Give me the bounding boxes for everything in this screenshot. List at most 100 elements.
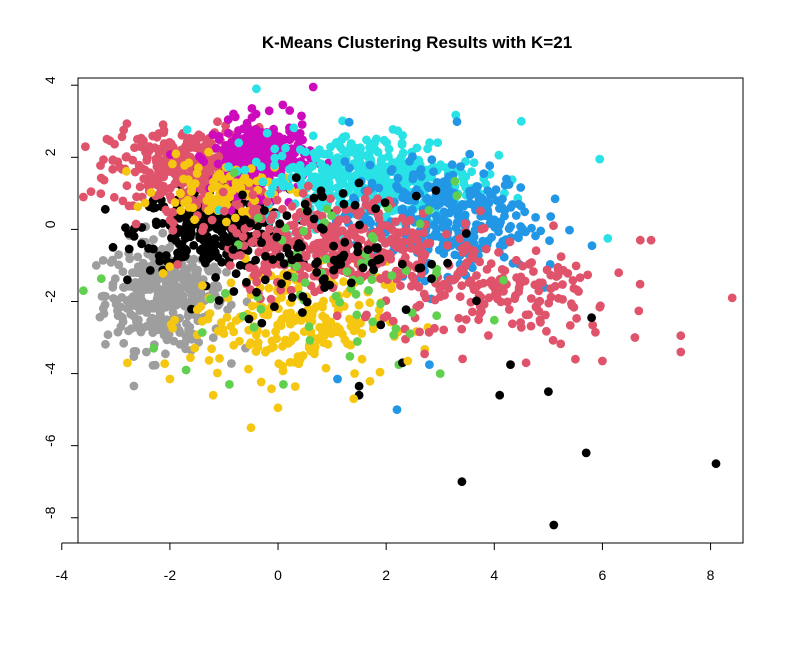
data-point: [369, 234, 379, 244]
data-point: [208, 333, 218, 343]
data-point: [267, 384, 276, 394]
x-tick-label: 4: [490, 567, 498, 583]
data-point: [216, 227, 226, 236]
data-point: [342, 215, 351, 225]
data-point: [472, 182, 481, 192]
data-point: [166, 139, 176, 149]
data-point: [405, 157, 414, 166]
y-tick-label: -8: [42, 506, 58, 519]
data-point: [409, 274, 418, 283]
data-point: [252, 84, 261, 94]
data-point: [158, 219, 168, 228]
data-point: [204, 147, 214, 157]
data-point: [148, 304, 158, 313]
data-point: [349, 326, 359, 336]
data-point: [350, 200, 360, 210]
data-point: [247, 301, 257, 311]
data-point: [212, 197, 222, 207]
data-point: [229, 287, 239, 296]
data-point: [304, 263, 314, 273]
data-point: [235, 260, 245, 270]
x-tick-label: -4: [56, 567, 69, 583]
data-point: [421, 293, 431, 303]
data-point: [292, 262, 301, 271]
data-point: [285, 106, 295, 115]
data-point: [139, 136, 148, 146]
data-point: [321, 363, 331, 373]
data-point: [252, 229, 261, 239]
data-point: [108, 279, 118, 289]
data-point: [443, 258, 452, 268]
data-point: [272, 232, 282, 242]
data-point: [289, 273, 299, 282]
data-point: [155, 256, 165, 266]
data-point: [526, 294, 536, 303]
chart-title: K-Means Clustering Results with K=21: [262, 33, 572, 52]
data-point: [165, 374, 175, 384]
data-point: [186, 228, 196, 238]
data-point: [273, 403, 283, 413]
data-point: [356, 207, 365, 217]
data-point: [391, 324, 401, 333]
data-point: [553, 262, 563, 272]
data-point: [361, 200, 371, 210]
data-point: [455, 234, 465, 244]
data-point: [499, 275, 508, 285]
data-point: [484, 331, 493, 340]
data-point: [531, 246, 541, 256]
data-point: [131, 347, 141, 356]
data-point: [142, 347, 151, 357]
data-point: [261, 251, 270, 261]
data-point: [263, 243, 273, 252]
data-point: [157, 304, 167, 313]
data-point: [260, 142, 269, 152]
data-point: [452, 191, 462, 201]
data-point: [122, 166, 131, 176]
data-point: [242, 277, 251, 287]
data-point: [469, 246, 479, 256]
data-point: [461, 315, 471, 324]
data-point: [118, 267, 128, 276]
y-tick-label: 4: [42, 76, 58, 84]
data-point: [197, 244, 207, 254]
data-point: [520, 276, 530, 286]
data-point: [208, 390, 218, 400]
data-point: [635, 279, 645, 289]
data-point: [346, 278, 356, 288]
data-point: [161, 349, 170, 359]
data-point: [556, 339, 566, 349]
data-point: [362, 135, 371, 145]
data-point: [374, 164, 384, 174]
data-point: [514, 287, 524, 297]
data-point: [484, 196, 493, 206]
data-point: [364, 286, 373, 295]
data-point: [297, 111, 306, 121]
data-point: [596, 301, 605, 311]
data-point: [363, 245, 373, 255]
data-point: [187, 290, 197, 299]
data-point: [281, 143, 290, 153]
y-tick-label: -6: [42, 434, 58, 447]
data-point: [393, 173, 403, 183]
data-point: [505, 237, 515, 247]
data-point: [321, 244, 331, 254]
data-point: [568, 276, 578, 285]
data-point: [180, 251, 190, 261]
data-point: [338, 189, 348, 198]
data-point: [279, 380, 288, 389]
data-point: [211, 273, 221, 282]
data-point: [91, 261, 101, 270]
data-point: [207, 215, 217, 225]
data-point: [148, 328, 158, 337]
data-point: [125, 254, 135, 264]
data-point: [460, 219, 470, 228]
data-point: [109, 192, 119, 202]
y-tick-label: 0: [42, 220, 58, 228]
data-point: [309, 214, 319, 224]
data-point: [138, 282, 148, 292]
data-point: [518, 261, 528, 271]
data-point: [514, 199, 524, 209]
data-point: [168, 218, 178, 228]
data-point: [345, 314, 354, 324]
data-point: [258, 177, 268, 187]
